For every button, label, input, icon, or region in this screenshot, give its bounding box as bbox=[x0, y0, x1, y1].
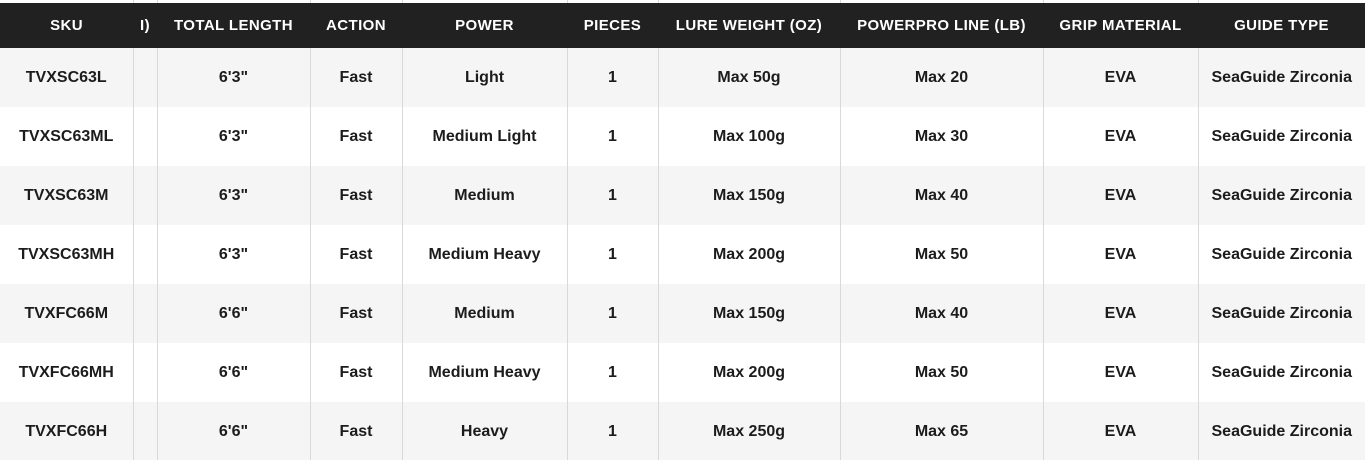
cell-powerpro-line: Max 40 bbox=[840, 166, 1044, 225]
cell-power: Medium Heavy bbox=[402, 343, 568, 402]
cell-action: Fast bbox=[310, 107, 403, 166]
table-row: TVXFC66H 6'6" Fast Heavy 1 Max 250g Max … bbox=[0, 402, 1365, 460]
cell-power: Heavy bbox=[402, 402, 568, 460]
cell-power: Medium bbox=[402, 166, 568, 225]
column-header-powerpro-line: POWERPRO LINE (LB) bbox=[840, 3, 1043, 48]
cell-power: Medium Light bbox=[402, 107, 568, 166]
cell-guide-type: SeaGuide Zirconia bbox=[1211, 422, 1352, 440]
cell-power: Medium Heavy bbox=[402, 225, 568, 284]
cell-grip-material: EVA bbox=[1043, 166, 1199, 225]
cell-sku: TVXFC66MH bbox=[0, 343, 134, 402]
cell-clipped bbox=[133, 107, 158, 166]
cell-pieces: 1 bbox=[567, 402, 659, 460]
table-body: TVXSC63L 6'3" Fast Light 1 Max 50g Max 2… bbox=[0, 48, 1365, 460]
cell-total-length: 6'3" bbox=[157, 166, 311, 225]
cell-grip-material: EVA bbox=[1043, 225, 1199, 284]
table-row: TVXSC63M 6'3" Fast Medium 1 Max 150g Max… bbox=[0, 166, 1365, 225]
cell-sku: TVXSC63MH bbox=[0, 225, 134, 284]
cell-powerpro-line: Max 30 bbox=[840, 107, 1044, 166]
cell-pieces: 1 bbox=[567, 48, 659, 107]
cell-lure-weight: Max 250g bbox=[658, 402, 841, 460]
cell-action: Fast bbox=[310, 402, 403, 460]
cell-lure-weight: Max 100g bbox=[658, 107, 841, 166]
cell-power: Medium bbox=[402, 284, 568, 343]
column-header-action: ACTION bbox=[310, 3, 402, 48]
cell-pieces: 1 bbox=[567, 284, 659, 343]
column-header-guide-type: GUIDE TYPE bbox=[1198, 3, 1365, 48]
cell-grip-material: EVA bbox=[1043, 402, 1199, 460]
cell-total-length: 6'6" bbox=[157, 284, 311, 343]
table-row: TVXFC66M 6'6" Fast Medium 1 Max 150g Max… bbox=[0, 284, 1365, 343]
cell-lure-weight: Max 50g bbox=[658, 48, 841, 107]
cell-action: Fast bbox=[310, 284, 403, 343]
cell-lure-weight: Max 150g bbox=[658, 166, 841, 225]
column-header-power: POWER bbox=[402, 3, 567, 48]
cell-pieces: 1 bbox=[567, 343, 659, 402]
cell-lure-weight: Max 150g bbox=[658, 284, 841, 343]
table-header-row: SKU I) TOTAL LENGTH ACTION POWER PIECES … bbox=[0, 3, 1365, 48]
cell-clipped bbox=[133, 48, 158, 107]
cell-powerpro-line: Max 40 bbox=[840, 284, 1044, 343]
cell-total-length: 6'3" bbox=[157, 225, 311, 284]
cell-guide-type: SeaGuide Zirconia bbox=[1211, 68, 1352, 86]
cell-total-length: 6'6" bbox=[157, 343, 311, 402]
table-row: TVXFC66MH 6'6" Fast Medium Heavy 1 Max 2… bbox=[0, 343, 1365, 402]
cell-sku: TVXFC66M bbox=[0, 284, 134, 343]
table-row: TVXSC63ML 6'3" Fast Medium Light 1 Max 1… bbox=[0, 107, 1365, 166]
cell-power: Light bbox=[402, 48, 568, 107]
cell-sku: TVXFC66H bbox=[0, 402, 134, 460]
cell-action: Fast bbox=[310, 48, 403, 107]
cell-lure-weight: Max 200g bbox=[658, 225, 841, 284]
cell-grip-material: EVA bbox=[1043, 343, 1199, 402]
table-row: TVXSC63MH 6'3" Fast Medium Heavy 1 Max 2… bbox=[0, 225, 1365, 284]
cell-grip-material: EVA bbox=[1043, 48, 1199, 107]
column-header-clipped: I) bbox=[133, 3, 157, 48]
cell-sku: TVXSC63ML bbox=[0, 107, 134, 166]
cell-powerpro-line: Max 65 bbox=[840, 402, 1044, 460]
cell-guide-type: SeaGuide Zirconia bbox=[1211, 304, 1352, 322]
cell-clipped bbox=[133, 343, 158, 402]
cell-clipped bbox=[133, 402, 158, 460]
cell-guide-type: SeaGuide Zirconia bbox=[1211, 127, 1352, 145]
cell-total-length: 6'3" bbox=[157, 48, 311, 107]
cell-pieces: 1 bbox=[567, 225, 659, 284]
cell-total-length: 6'6" bbox=[157, 402, 311, 460]
cell-clipped bbox=[133, 166, 158, 225]
cell-sku: TVXSC63M bbox=[0, 166, 134, 225]
cell-powerpro-line: Max 50 bbox=[840, 225, 1044, 284]
cell-lure-weight: Max 200g bbox=[658, 343, 841, 402]
cell-clipped bbox=[133, 284, 158, 343]
cell-powerpro-line: Max 50 bbox=[840, 343, 1044, 402]
cell-sku: TVXSC63L bbox=[0, 48, 134, 107]
cell-pieces: 1 bbox=[567, 166, 659, 225]
cell-powerpro-line: Max 20 bbox=[840, 48, 1044, 107]
cell-total-length: 6'3" bbox=[157, 107, 311, 166]
top-sliver-row bbox=[0, 0, 1365, 3]
cell-clipped bbox=[133, 225, 158, 284]
table-row: TVXSC63L 6'3" Fast Light 1 Max 50g Max 2… bbox=[0, 48, 1365, 107]
cell-guide-type: SeaGuide Zirconia bbox=[1211, 245, 1352, 263]
column-header-grip-material: GRIP MATERIAL bbox=[1043, 3, 1198, 48]
cell-grip-material: EVA bbox=[1043, 107, 1199, 166]
cell-action: Fast bbox=[310, 343, 403, 402]
column-header-lure-weight: LURE WEIGHT (OZ) bbox=[658, 3, 840, 48]
cell-guide-type: SeaGuide Zirconia bbox=[1211, 363, 1352, 381]
cell-pieces: 1 bbox=[567, 107, 659, 166]
column-header-sku: SKU bbox=[0, 3, 133, 48]
cell-action: Fast bbox=[310, 166, 403, 225]
cell-grip-material: EVA bbox=[1043, 284, 1199, 343]
column-header-total-length: TOTAL LENGTH bbox=[157, 3, 310, 48]
column-header-pieces: PIECES bbox=[567, 3, 658, 48]
cell-action: Fast bbox=[310, 225, 403, 284]
cell-guide-type: SeaGuide Zirconia bbox=[1211, 186, 1352, 204]
